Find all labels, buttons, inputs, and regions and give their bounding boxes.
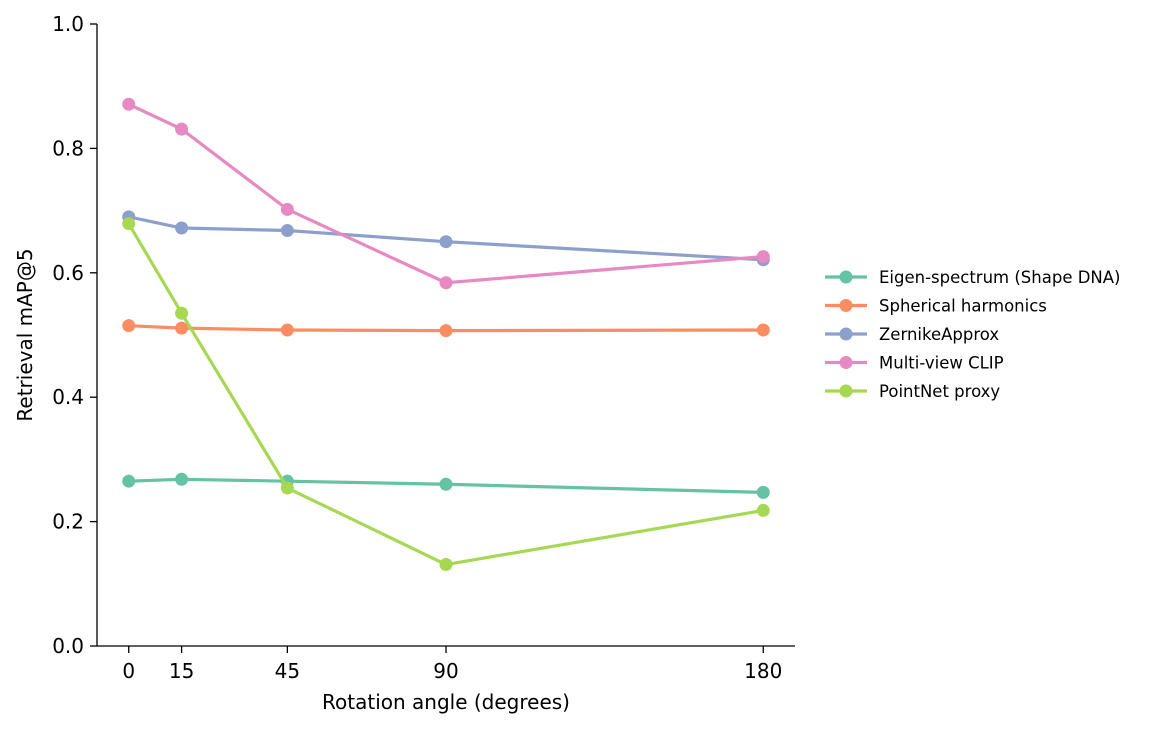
data-point <box>280 202 294 216</box>
x-axis-ticks: 0 15 45 90 180 <box>122 646 782 683</box>
legend-item: Eigen-spectrum (Shape DNA) <box>825 268 1121 287</box>
legend-swatch-marker <box>839 270 853 284</box>
y-tick-label: 0.4 <box>52 385 84 409</box>
series-line <box>127 222 765 567</box>
data-point <box>175 472 189 486</box>
x-tick-label: 0 <box>122 659 135 683</box>
data-point <box>439 276 453 290</box>
data-point <box>280 323 294 337</box>
x-axis-label: Rotation angle (degrees) <box>322 690 570 714</box>
y-tick-label: 0.0 <box>52 634 84 658</box>
legend-swatch-marker <box>839 299 853 312</box>
data-point <box>439 477 453 491</box>
series-4 <box>122 217 770 572</box>
series-layer <box>122 97 770 572</box>
x-tick-label: 90 <box>433 659 458 683</box>
legend: Eigen-spectrum (Shape DNA) Spherical harm… <box>825 268 1121 401</box>
legend-item: Spherical harmonics <box>825 297 1047 316</box>
data-point <box>122 474 136 488</box>
legend-label: PointNet proxy <box>879 382 1000 401</box>
series-0 <box>122 472 770 499</box>
data-point <box>175 321 189 335</box>
y-tick-label: 1.0 <box>52 12 84 36</box>
data-point <box>280 481 294 495</box>
data-point <box>122 217 136 231</box>
data-point <box>175 221 189 235</box>
x-tick-label: 15 <box>169 659 194 683</box>
data-point <box>756 323 770 337</box>
x-tick-label: 180 <box>744 659 782 683</box>
series-3 <box>122 97 770 290</box>
series-2 <box>122 210 770 267</box>
data-point <box>756 503 770 517</box>
data-point <box>175 306 189 320</box>
data-point <box>439 558 453 572</box>
legend-swatch-marker <box>839 356 853 369</box>
legend-item: Multi-view CLIP <box>825 354 1004 373</box>
data-point <box>122 319 136 333</box>
data-point <box>756 250 770 264</box>
legend-label: ZernikeApprox <box>879 325 999 344</box>
y-tick-label: 0.8 <box>52 136 84 160</box>
legend-swatch-marker <box>839 327 853 341</box>
data-point <box>756 485 770 499</box>
series-1 <box>122 319 770 338</box>
y-axis-label: Retrieval mAP@5 <box>13 248 37 421</box>
series-line <box>127 102 765 285</box>
y-axis-ticks: 0.0 0.2 0.4 0.6 0.8 1.0 <box>52 12 97 658</box>
data-point <box>280 224 294 238</box>
legend-label: Eigen-spectrum (Shape DNA) <box>879 268 1121 287</box>
legend-item: PointNet proxy <box>825 382 1000 401</box>
y-tick-label: 0.6 <box>52 261 84 285</box>
legend-swatch-marker <box>839 384 853 398</box>
y-tick-label: 0.2 <box>52 510 84 534</box>
data-point <box>175 122 189 136</box>
axes: 0 15 45 90 180 0.0 0.2 0.4 0.6 0.8 1.0 Rotation a… <box>13 12 795 714</box>
legend-item: ZernikeApprox <box>825 325 999 344</box>
legend-label: Spherical harmonics <box>879 297 1047 316</box>
legend-label: Multi-view CLIP <box>879 354 1004 373</box>
data-point <box>122 97 136 111</box>
x-tick-label: 45 <box>275 659 300 683</box>
data-point <box>439 235 453 249</box>
data-point <box>439 324 453 338</box>
